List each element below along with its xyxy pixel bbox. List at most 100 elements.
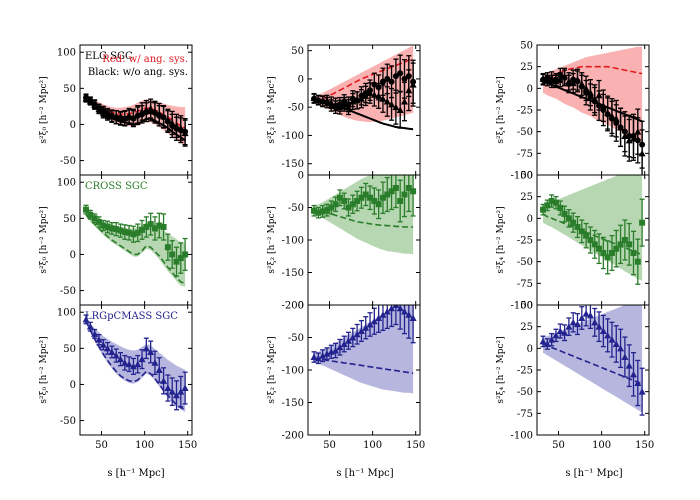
data-series-a-point <box>578 314 586 321</box>
y-tick-label: -100 <box>282 131 304 142</box>
data-series-a-point <box>621 353 629 360</box>
data-series-a-point <box>388 188 395 195</box>
data-series-a-point <box>621 237 628 243</box>
data-series-a-point <box>544 74 551 81</box>
y-axis-label: s²ξ₀ [h⁻² Mpc²] <box>39 336 49 403</box>
data-series-a-point <box>164 244 171 251</box>
data-series-a-point <box>396 305 404 312</box>
y-tick-label: -25 <box>517 366 533 377</box>
data-series-a-point <box>341 98 348 105</box>
data-series-a-point <box>639 141 646 148</box>
data-series-a-point <box>591 318 599 326</box>
data-series-a-point <box>625 362 633 369</box>
data-series-a-point <box>626 133 633 139</box>
y-axis-label: s²ξ₂ [h⁻² Mpc²] <box>267 76 277 143</box>
data-series-a-point <box>147 348 155 355</box>
y-tick-label: 0 <box>70 250 76 261</box>
data-series-a-point <box>83 94 90 101</box>
data-series-a-point <box>354 198 361 204</box>
panel-CROSS-l2: -200 -150 -100 -50 0 s²ξ₂ [h⁻² Mpc²] <box>267 171 421 312</box>
y-tick-label: -100 <box>511 171 533 182</box>
panel-label: LRGpCMASS SGC <box>85 311 178 322</box>
data-series-a-point <box>130 115 137 122</box>
x-axis-label-col1: s [h⁻¹ Mpc] <box>336 468 393 479</box>
data-series-a-point <box>164 118 171 125</box>
model-line-with-sys <box>313 57 414 103</box>
y-axis-label: s²ξ₄ [h⁻² Mpc²] <box>496 76 506 143</box>
data-series-a-point <box>557 204 564 211</box>
x-axis-label-col0: s [h⁻¹ Mpc] <box>107 468 164 479</box>
data-series-a-point <box>587 94 594 100</box>
y-tick-label: 50 <box>520 301 533 312</box>
panel-frame <box>79 304 193 436</box>
data-series-a-point <box>608 115 615 122</box>
y-axis-label: s²ξ₀ [h⁻² Mpc²] <box>39 206 49 273</box>
data-series-a-point <box>591 98 598 105</box>
data-series-a-point <box>613 245 620 252</box>
data-series-a-point <box>371 198 378 204</box>
data-series-a-point <box>401 75 408 82</box>
data-series-a-point <box>100 222 107 229</box>
data-series-a-point <box>169 122 176 129</box>
data-series-a-point <box>83 206 90 213</box>
data-series-a-point <box>323 207 330 214</box>
data-series-a-point <box>578 228 585 235</box>
data-series-a-point <box>556 327 564 334</box>
model-line-with-sys <box>542 65 643 81</box>
data-series-a-point <box>604 331 612 339</box>
data-series-a-point <box>379 311 387 318</box>
data-series-a-point <box>392 305 400 308</box>
x-tick-label: 150 <box>406 440 425 451</box>
data-series-a-point <box>156 222 163 229</box>
data-series-a-point <box>121 229 128 236</box>
x-axis-label-col2: s [h⁻¹ Mpc] <box>565 468 622 479</box>
y-tick-label: -25 <box>517 236 533 247</box>
data-series-a-point <box>336 194 343 201</box>
y-tick-label: 50 <box>63 344 76 355</box>
data-series-a-point <box>177 255 184 262</box>
data-series-a-point <box>366 321 374 328</box>
data-series-a-point <box>349 334 357 341</box>
y-tick-label: 50 <box>520 41 533 52</box>
data-series-a-point <box>336 343 344 351</box>
y-tick-label: -50 <box>517 387 533 398</box>
data-series-a-point <box>113 226 120 233</box>
y-tick-label: -75 <box>517 409 533 420</box>
data-series-a-point <box>87 211 94 218</box>
y-axis-label: s²ξ₂ [h⁻² Mpc²] <box>267 336 277 403</box>
data-series-a-point <box>151 359 159 366</box>
data-series-a-point <box>604 111 611 118</box>
data-series-a-point <box>379 78 386 85</box>
y-tick-label: -50 <box>288 203 304 214</box>
data-series-a-point <box>177 388 185 395</box>
panel-plot-area <box>311 175 417 255</box>
data-series-a-point <box>319 208 326 215</box>
data-series-a-point <box>370 317 378 325</box>
model-line <box>313 357 414 375</box>
x-tick-label: 100 <box>363 440 382 451</box>
data-series-a-point <box>629 370 637 378</box>
data-series-a-point <box>345 204 352 211</box>
data-series-a-point <box>315 209 322 216</box>
panel-CROSS-l0: -50 0 50 100 s²ξ₀ [h⁻² Mpc²] CROSS SGC <box>39 174 193 306</box>
y-axis-label: s²ξ₄ [h⁻² Mpc²] <box>496 206 506 273</box>
y-tick-label: -50 <box>288 103 304 114</box>
data-series-a-point <box>552 76 559 83</box>
data-series-a-point <box>392 185 399 191</box>
data-series-a-point <box>143 224 150 230</box>
y-tick-label: 0 <box>527 214 533 225</box>
data-series-a-point <box>116 355 124 363</box>
data-series-a-point <box>543 340 551 347</box>
data-series-a-point <box>91 215 98 222</box>
panel-LRG-l4: -100 -75 -50 -25 0 25 50 50 100 150 s²ξ₄ [h⁻² Mpc²… <box>496 301 654 452</box>
data-series-a-point <box>604 254 611 261</box>
data-series-a-point <box>126 229 133 236</box>
data-series-a-point <box>354 97 361 104</box>
data-series-a-point <box>323 99 330 106</box>
data-series-a-point <box>405 185 412 191</box>
data-series-a-point <box>401 191 408 198</box>
y-tick-label: 50 <box>291 46 304 57</box>
data-series-a-point <box>596 245 603 252</box>
data-series-a-point <box>332 201 339 208</box>
